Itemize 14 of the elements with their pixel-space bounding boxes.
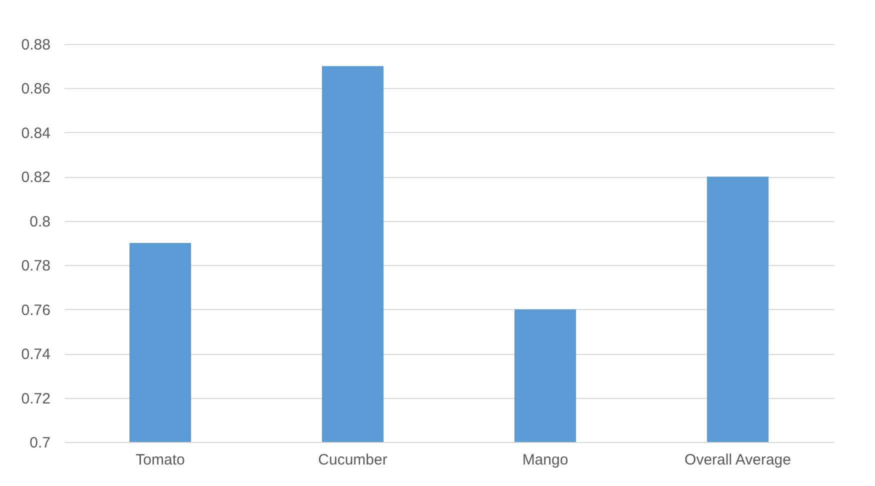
y-tick-label: 0.74 — [21, 346, 50, 364]
y-tick-label: 0.88 — [21, 36, 50, 54]
y-tick-label: 0.82 — [21, 169, 50, 186]
y-tick-label: 0.76 — [21, 302, 50, 319]
x-tick-label: Mango — [522, 452, 568, 468]
y-tick-label: 0.86 — [21, 80, 50, 98]
y-tick-label: 0.7 — [30, 434, 50, 452]
x-tick-label: Cucumber — [318, 452, 388, 468]
y-tick-label: 0.78 — [21, 258, 50, 275]
y-tick-label: 0.8 — [30, 213, 50, 230]
y-tick-label: 0.84 — [21, 124, 50, 142]
y-tick-label: 0.72 — [21, 390, 50, 408]
x-tick-label: Overall Average — [684, 452, 791, 468]
x-tick-label: Tomato — [136, 452, 185, 468]
